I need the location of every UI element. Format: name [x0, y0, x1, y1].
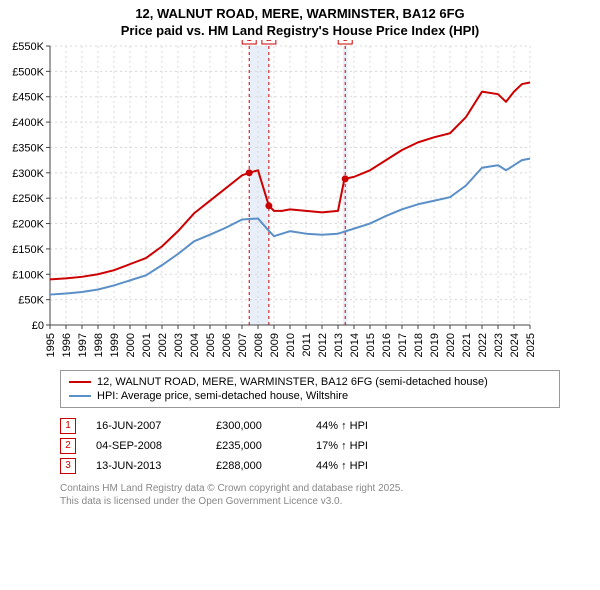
legend: 12, WALNUT ROAD, MERE, WARMINSTER, BA12 … [60, 370, 560, 408]
svg-text:3: 3 [342, 40, 348, 44]
svg-text:2010: 2010 [285, 333, 297, 357]
svg-text:2024: 2024 [509, 333, 521, 357]
svg-text:2009: 2009 [269, 333, 281, 357]
marker-number: 2 [60, 438, 76, 454]
svg-text:2002: 2002 [157, 333, 169, 357]
svg-text:2025: 2025 [525, 333, 537, 357]
marker-diff: 44% ↑ HPI [316, 460, 416, 472]
footer-line-2: This data is licensed under the Open Gov… [60, 495, 560, 508]
marker-row: 3 13-JUN-2013 £288,000 44% ↑ HPI [60, 456, 560, 476]
svg-text:1: 1 [246, 40, 252, 44]
legend-row: 12, WALNUT ROAD, MERE, WARMINSTER, BA12 … [69, 375, 551, 389]
svg-text:£0: £0 [32, 320, 44, 332]
svg-text:2012: 2012 [317, 333, 329, 357]
svg-text:2014: 2014 [349, 333, 361, 357]
svg-text:2004: 2004 [189, 333, 201, 357]
svg-text:2000: 2000 [125, 333, 137, 357]
title-line-2: Price paid vs. HM Land Registry's House … [0, 23, 600, 40]
svg-text:2017: 2017 [397, 333, 409, 357]
svg-text:2016: 2016 [381, 333, 393, 357]
svg-text:2007: 2007 [237, 333, 249, 357]
svg-text:£250K: £250K [12, 193, 44, 205]
svg-text:2015: 2015 [365, 333, 377, 357]
marker-row: 2 04-SEP-2008 £235,000 17% ↑ HPI [60, 436, 560, 456]
marker-price: £235,000 [216, 440, 296, 452]
svg-text:£100K: £100K [12, 269, 44, 281]
svg-text:2020: 2020 [445, 333, 457, 357]
svg-text:2008: 2008 [253, 333, 265, 357]
marker-diff: 44% ↑ HPI [316, 420, 416, 432]
title-line-1: 12, WALNUT ROAD, MERE, WARMINSTER, BA12 … [0, 6, 600, 23]
legend-swatch [69, 395, 91, 397]
svg-text:£150K: £150K [12, 244, 44, 256]
svg-text:1996: 1996 [61, 333, 73, 357]
marker-date: 13-JUN-2013 [96, 460, 196, 472]
legend-label: 12, WALNUT ROAD, MERE, WARMINSTER, BA12 … [97, 376, 488, 388]
svg-text:2021: 2021 [461, 333, 473, 357]
svg-text:2011: 2011 [301, 333, 313, 357]
svg-text:£550K: £550K [12, 41, 44, 53]
marker-price: £300,000 [216, 420, 296, 432]
svg-text:£300K: £300K [12, 168, 44, 180]
svg-text:2019: 2019 [429, 333, 441, 357]
svg-text:£500K: £500K [12, 66, 44, 78]
svg-text:2023: 2023 [493, 333, 505, 357]
footer-line-1: Contains HM Land Registry data © Crown c… [60, 482, 560, 495]
svg-text:2006: 2006 [221, 333, 233, 357]
legend-label: HPI: Average price, semi-detached house,… [97, 390, 348, 402]
svg-text:£450K: £450K [12, 92, 44, 104]
footer-attribution: Contains HM Land Registry data © Crown c… [60, 482, 560, 508]
svg-text:£50K: £50K [18, 294, 44, 306]
marker-table: 1 16-JUN-2007 £300,000 44% ↑ HPI 2 04-SEP-200… [60, 416, 560, 476]
svg-text:2022: 2022 [477, 333, 489, 357]
legend-row: HPI: Average price, semi-detached house,… [69, 389, 551, 403]
svg-text:£350K: £350K [12, 142, 44, 154]
chart-area: 1 2 3 £0 £50K £100K £150K £200K £250K £300K £350K £… [0, 40, 600, 370]
marker-row: 1 16-JUN-2007 £300,000 44% ↑ HPI [60, 416, 560, 436]
svg-text:2005: 2005 [205, 333, 217, 357]
svg-text:£400K: £400K [12, 117, 44, 129]
marker-number: 3 [60, 458, 76, 474]
marker-price: £288,000 [216, 460, 296, 472]
svg-text:£200K: £200K [12, 218, 44, 230]
chart-title: 12, WALNUT ROAD, MERE, WARMINSTER, BA12 … [0, 0, 600, 40]
marker-date: 04-SEP-2008 [96, 440, 196, 452]
svg-text:2013: 2013 [333, 333, 345, 357]
marker-diff: 17% ↑ HPI [316, 440, 416, 452]
line-chart-svg: 1 2 3 £0 £50K £100K £150K £200K £250K £300K £350K £… [0, 40, 540, 370]
svg-text:1995: 1995 [45, 333, 57, 357]
svg-text:2018: 2018 [413, 333, 425, 357]
svg-text:1997: 1997 [77, 333, 89, 357]
marker-number: 1 [60, 418, 76, 434]
svg-text:1998: 1998 [93, 333, 105, 357]
svg-text:2001: 2001 [141, 333, 153, 357]
marker-date: 16-JUN-2007 [96, 420, 196, 432]
svg-text:1999: 1999 [109, 333, 121, 357]
svg-text:2003: 2003 [173, 333, 185, 357]
svg-text:2: 2 [266, 40, 272, 44]
legend-swatch [69, 381, 91, 383]
